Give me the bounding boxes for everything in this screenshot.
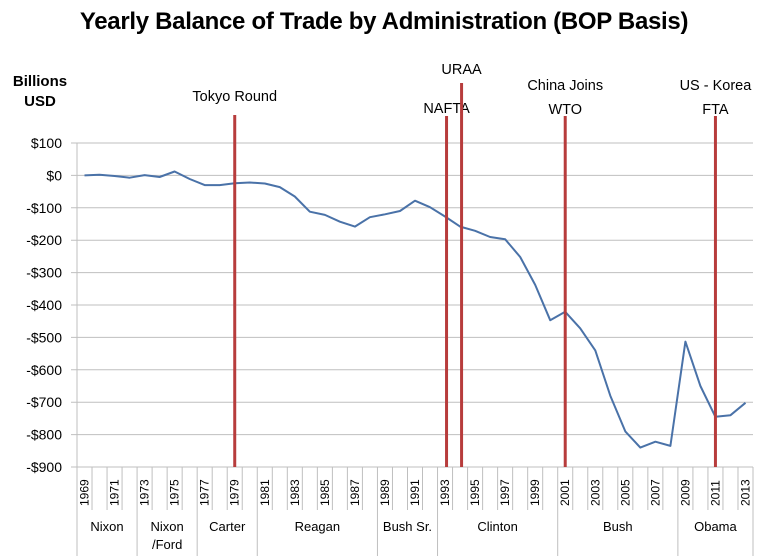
event-label: China Joins	[527, 78, 603, 94]
x-tick-label: 1981	[258, 479, 272, 506]
y-tick-label: -$500	[26, 329, 62, 345]
y-tick-label: -$900	[26, 459, 62, 475]
x-axis: 1969 1971 1973 1975 1977 1979 1981 1983 1985 1987…	[76, 467, 754, 510]
y-tick-label: -$100	[26, 200, 62, 216]
administration-label: Clinton	[477, 519, 517, 534]
administration-label-line2: /Ford	[152, 537, 182, 552]
event-label: WTO	[548, 102, 582, 118]
x-tick-label: 1977	[198, 479, 212, 506]
series-line	[84, 170, 747, 449]
y-tick-label: -$800	[26, 427, 62, 443]
event-label: NAFTA	[423, 101, 470, 117]
event-label: FTA	[702, 102, 729, 118]
x-tick-label: 1973	[138, 479, 152, 506]
x-tick-label: 2013	[738, 479, 752, 506]
y-tick-label: -$300	[26, 265, 62, 281]
event-label: US - Korea	[680, 78, 753, 94]
x-tick-label: 2003	[588, 479, 602, 506]
chart-title: Yearly Balance of Trade by Administratio…	[79, 8, 689, 35]
x-tick-label: 2011	[708, 480, 722, 506]
gridlines	[71, 142, 753, 468]
x-tick-label: 2009	[678, 479, 692, 506]
y-axis-unit-text: Billions USD	[12, 73, 68, 110]
y-tick-label: $100	[31, 135, 62, 151]
x-tick-label: 1975	[168, 479, 182, 506]
y-axis-unit-label: Billions USD	[10, 72, 70, 112]
administration-label: Carter	[209, 519, 246, 534]
administration-label: Nixon	[90, 519, 123, 534]
x-tick-label: 2005	[618, 479, 632, 506]
event-label: URAA	[441, 62, 482, 78]
administration-label: Bush Sr.	[383, 519, 432, 534]
y-tick-label: $0	[46, 167, 62, 183]
series-group	[84, 170, 747, 449]
administration-label: Nixon	[151, 519, 184, 534]
x-tick-label: 1971	[108, 479, 122, 506]
administration-label: Obama	[694, 519, 737, 534]
x-tick-label: 2007	[648, 479, 662, 506]
x-tick-label: 1985	[318, 479, 332, 506]
y-axis-ticks: $100 $0 -$100 -$200 -$300 -$400 -$500 -$600 -$70…	[26, 135, 62, 475]
x-tick-label: 1989	[378, 479, 392, 506]
administration-label: Bush	[603, 519, 633, 534]
x-tick-label: 1991	[408, 479, 422, 506]
administration-axis: Nixon Nixon/Ford Carter Reagan Bush Sr. Clint…	[76, 510, 754, 556]
y-tick-label: -$400	[26, 297, 62, 313]
event-markers: Tokyo Round NAFTA URAA China Joins WTO US - K…	[192, 62, 752, 467]
administration-label: Reagan	[295, 519, 341, 534]
x-tick-label: 2001	[558, 479, 572, 506]
y-tick-label: -$600	[26, 362, 62, 378]
x-tick-label: 1993	[438, 479, 452, 506]
x-tick-label: 1997	[498, 479, 512, 506]
x-tick-label: 1979	[228, 479, 242, 506]
event-label: Tokyo Round	[192, 89, 277, 105]
x-tick-label: 1983	[288, 479, 302, 506]
x-tick-label: 1999	[528, 479, 542, 506]
x-tick-label: 1995	[468, 479, 482, 506]
x-tick-label: 1987	[348, 479, 362, 506]
x-tick-label: 1969	[78, 479, 92, 506]
y-tick-label: -$700	[26, 394, 62, 410]
y-tick-label: -$200	[26, 232, 62, 248]
